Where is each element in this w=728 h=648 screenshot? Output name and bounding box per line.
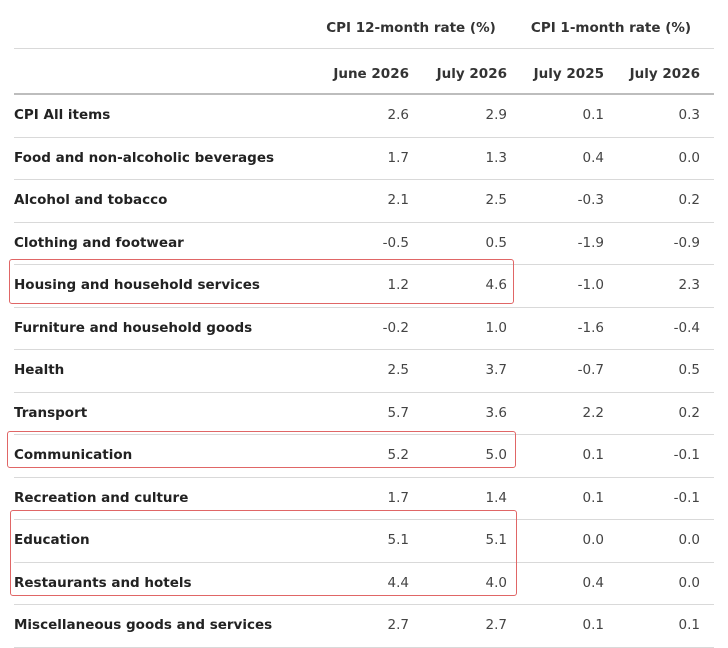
table-row: Food and non-alcoholic beverages 1.7 1.3 0.… xyxy=(14,138,714,180)
table-row: Housing and household services 1.2 4.6 -1.0… xyxy=(14,265,714,308)
row-value: -0.1 xyxy=(673,489,700,506)
row-label: Restaurants and hotels xyxy=(14,574,192,591)
row-value: 5.2 xyxy=(387,447,409,463)
row-label: CPI All items xyxy=(14,107,111,123)
row-label: Education xyxy=(14,532,90,548)
table-row: Clothing and footwear -0.5 0.5 -1.9 -0.9 xyxy=(14,223,714,265)
row-value: 0.0 xyxy=(678,149,700,166)
row-value: 2.5 xyxy=(485,192,507,208)
row-value: 0.0 xyxy=(678,574,700,591)
row-value: 1.3 xyxy=(485,149,507,166)
row-label: Recreation and culture xyxy=(14,489,189,506)
row-value: 2.3 xyxy=(678,277,700,293)
row-value: 5.0 xyxy=(485,447,507,463)
row-value: -0.2 xyxy=(382,319,409,336)
row-value: -1.0 xyxy=(577,277,604,293)
row-value: -0.9 xyxy=(673,234,700,251)
row-value: 1.7 xyxy=(387,149,409,166)
column-header-july-2025: July 2025 xyxy=(533,66,604,82)
row-value: 2.7 xyxy=(387,617,409,633)
row-value: -0.1 xyxy=(673,447,700,463)
table-row: Furniture and household goods -0.2 1.0 -1.6… xyxy=(14,308,714,350)
group-label-1-month: CPI 1-month rate (%) xyxy=(530,20,692,36)
row-value: 3.6 xyxy=(485,404,507,421)
row-label: Transport xyxy=(14,404,88,421)
row-value: 0.3 xyxy=(678,107,700,123)
row-value: 2.1 xyxy=(387,192,409,208)
row-value: 4.0 xyxy=(485,574,507,591)
row-label: Miscellaneous goods and services xyxy=(14,617,273,633)
row-value: 0.0 xyxy=(678,532,700,548)
row-label: Housing and household services xyxy=(14,277,260,293)
row-value: 1.7 xyxy=(387,489,409,506)
group-header-row: CPI 12-month rate (%) CPI 1-month rate (… xyxy=(14,0,714,49)
row-value: -0.5 xyxy=(382,234,409,251)
row-value: -1.6 xyxy=(577,319,604,336)
column-header-june-2026: June 2026 xyxy=(333,66,409,82)
table-body: CPI All items 2.6 2.9 0.1 0.3 Food and non-al… xyxy=(14,95,714,648)
table-row: Transport 5.7 3.6 2.2 0.2 xyxy=(14,393,714,435)
row-value: 1.4 xyxy=(485,489,507,506)
cpi-table: CPI 12-month rate (%) CPI 1-month rate (… xyxy=(14,0,714,648)
row-value: -0.7 xyxy=(577,362,604,378)
row-value: 0.1 xyxy=(582,617,604,633)
table-row: Restaurants and hotels 4.4 4.0 0.4 0.0 xyxy=(14,563,714,605)
row-label: Food and non-alcoholic beverages xyxy=(14,149,275,166)
row-value: 0.5 xyxy=(485,234,507,251)
table-row: Health 2.5 3.7 -0.7 0.5 xyxy=(14,350,714,393)
row-value: 5.1 xyxy=(387,532,409,548)
row-value: 0.0 xyxy=(582,532,604,548)
row-value: -0.4 xyxy=(673,319,700,336)
row-value: -0.3 xyxy=(577,192,604,208)
row-value: 0.4 xyxy=(582,574,604,591)
row-value: 0.5 xyxy=(678,362,700,378)
row-value: 1.0 xyxy=(485,319,507,336)
row-value: 5.7 xyxy=(387,404,409,421)
column-header-july-2026-12m: July 2026 xyxy=(436,66,507,82)
row-value: 2.2 xyxy=(582,404,604,421)
table-row: Education 5.1 5.1 0.0 0.0 xyxy=(14,520,714,563)
row-value: 3.7 xyxy=(485,362,507,378)
table-row: CPI All items 2.6 2.9 0.1 0.3 xyxy=(14,95,714,138)
row-value: 0.2 xyxy=(678,192,700,208)
row-value: 0.1 xyxy=(582,107,604,123)
row-value: 0.2 xyxy=(678,404,700,421)
row-value: 4.4 xyxy=(387,574,409,591)
table-row: Communication 5.2 5.0 0.1 -0.1 xyxy=(14,435,714,478)
row-value: 2.9 xyxy=(485,107,507,123)
row-value: 2.7 xyxy=(485,617,507,633)
column-header-july-2026-1m: July 2026 xyxy=(629,66,700,82)
row-value: 2.5 xyxy=(387,362,409,378)
row-value: 4.6 xyxy=(485,277,507,293)
column-header-row: June 2026 July 2026 July 2025 July 2026 xyxy=(14,49,714,95)
row-label: Clothing and footwear xyxy=(14,234,184,251)
row-label: Communication xyxy=(14,447,133,463)
row-value: 2.6 xyxy=(387,107,409,123)
row-label: Alcohol and tobacco xyxy=(14,192,168,208)
table-row: Miscellaneous goods and services 2.7 2.7 0.… xyxy=(14,605,714,648)
row-value: 0.4 xyxy=(582,149,604,166)
row-value: 0.1 xyxy=(678,617,700,633)
table-row: Alcohol and tobacco 2.1 2.5 -0.3 0.2 xyxy=(14,180,714,223)
group-label-12-month: CPI 12-month rate (%) xyxy=(326,20,496,36)
row-label: Health xyxy=(14,362,65,378)
row-value: 0.1 xyxy=(582,447,604,463)
row-value: -1.9 xyxy=(577,234,604,251)
row-value: 5.1 xyxy=(485,532,507,548)
row-value: 0.1 xyxy=(582,489,604,506)
table-row: Recreation and culture 1.7 1.4 0.1 -0.1 xyxy=(14,478,714,520)
row-label: Furniture and household goods xyxy=(14,319,253,336)
row-value: 1.2 xyxy=(387,277,409,293)
